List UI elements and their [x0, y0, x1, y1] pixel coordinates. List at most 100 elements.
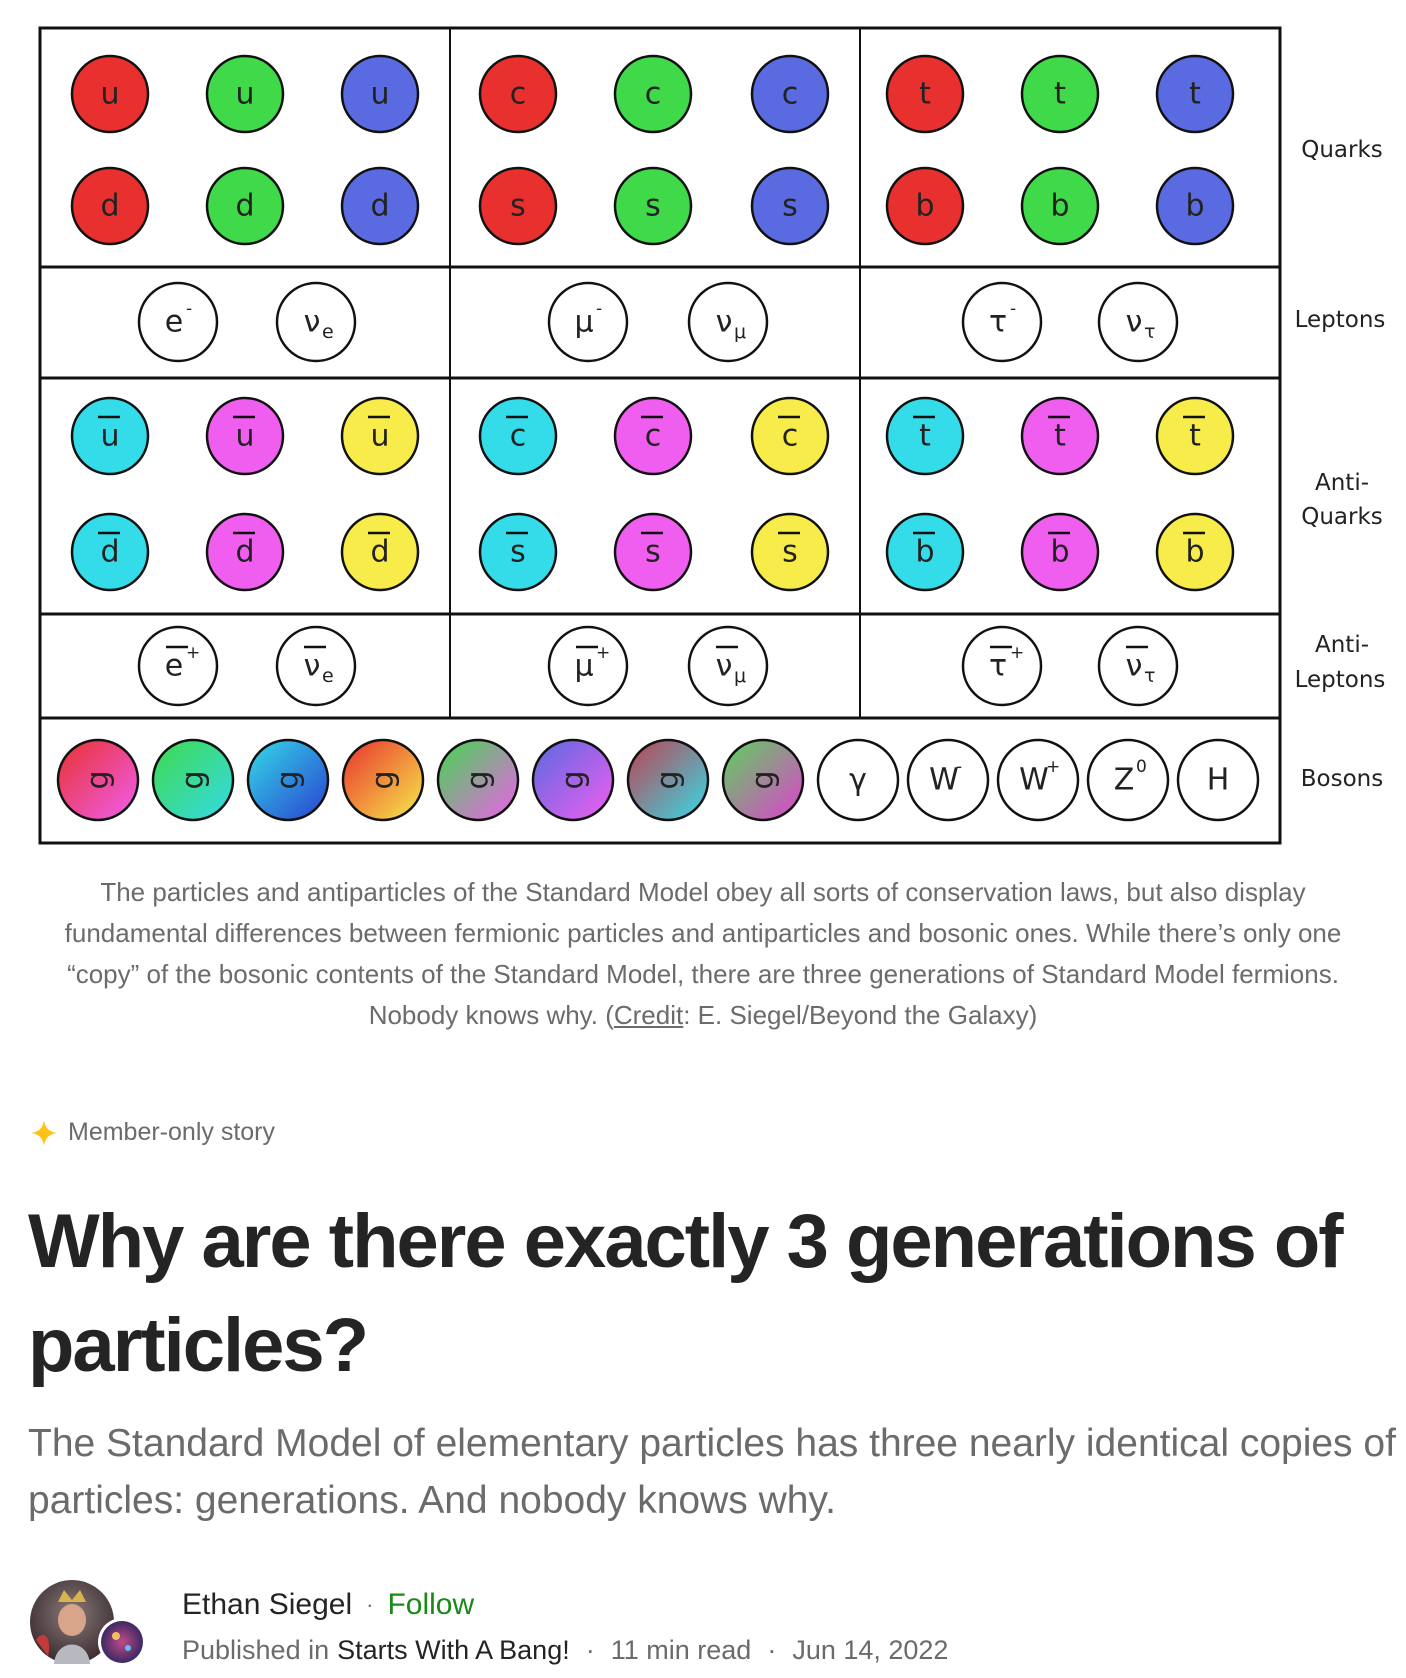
gluon-7: g	[721, 738, 805, 822]
gluon-3: g	[341, 738, 425, 822]
credit-link[interactable]: Credit	[613, 1000, 684, 1030]
svg-text:c: c	[510, 419, 527, 454]
svg-text:-: -	[186, 299, 192, 319]
svg-text:W: W	[929, 763, 959, 798]
svg-text:ν: ν	[1126, 305, 1143, 340]
svg-text:d: d	[100, 535, 119, 570]
antiquark-d-2: d	[340, 512, 420, 592]
author-name[interactable]: Ethan Siegel	[182, 1588, 353, 1621]
svg-text:b: b	[1050, 189, 1069, 224]
antiquark-d-1: d	[205, 512, 285, 592]
svg-text:s: s	[782, 189, 798, 224]
svg-text:e: e	[165, 305, 183, 340]
svg-text:u: u	[370, 419, 389, 454]
antilepton-0: e +	[137, 625, 219, 707]
antiquark-c-3: c	[478, 396, 558, 476]
antiquark-s-3: s	[478, 512, 558, 592]
antiquark-u-2: u	[340, 396, 420, 476]
publication-row: Published in Starts With A Bang! · 11 mi…	[182, 1635, 948, 1666]
author-row: Ethan Siegel · Follow	[182, 1588, 474, 1622]
quark-s-4: s	[613, 166, 693, 246]
svg-text:τ: τ	[1144, 321, 1155, 343]
svg-text:e: e	[165, 649, 183, 684]
particle-symbols: u u u c c c t t td d d s s s b b bu u u c c c t t td d d s s s b b be - ν e…	[56, 54, 1260, 822]
svg-text:u: u	[100, 419, 119, 454]
svg-text:g: g	[556, 770, 591, 789]
quark-u-0: u	[70, 54, 150, 134]
quark-c-4: c	[613, 54, 693, 134]
quark-u-1: u	[205, 54, 285, 134]
antiquark-b-6: b	[885, 512, 965, 592]
svg-text:e: e	[322, 665, 334, 687]
svg-text:c: c	[782, 77, 799, 112]
svg-text:u: u	[100, 77, 119, 112]
svg-text:s: s	[510, 535, 526, 570]
antilepton-4: τ +	[961, 625, 1043, 707]
svg-text:s: s	[645, 535, 661, 570]
svg-text:ν: ν	[1126, 649, 1143, 684]
svg-text:b: b	[1185, 535, 1204, 570]
svg-text:g: g	[651, 770, 686, 789]
quark-t-7: t	[1020, 54, 1100, 134]
antiquark-t-8: t	[1155, 396, 1235, 476]
svg-text:g: g	[461, 770, 496, 789]
svg-text:d: d	[370, 189, 389, 224]
quark-d-0: d	[70, 166, 150, 246]
boson-1: W-	[906, 738, 990, 822]
svg-text:g: g	[271, 770, 306, 789]
sparkle-star-icon	[31, 1119, 57, 1146]
gluon-4: g	[436, 738, 520, 822]
publication-link[interactable]: Starts With A Bang!	[337, 1635, 570, 1665]
quark-s-5: s	[750, 166, 830, 246]
svg-text:g: g	[366, 770, 401, 789]
svg-text:u: u	[235, 77, 254, 112]
svg-text:μ: μ	[734, 321, 746, 343]
svg-text:d: d	[235, 535, 254, 570]
svg-text:Z: Z	[1114, 763, 1135, 798]
caption-text: The particles and antiparticles of the S…	[64, 877, 1342, 1030]
gluon-2: g	[246, 738, 330, 822]
svg-text:t: t	[1189, 419, 1201, 454]
quark-d-1: d	[205, 166, 285, 246]
publish-date: Jun 14, 2022	[792, 1635, 949, 1665]
svg-text:s: s	[510, 189, 526, 224]
quark-b-8: b	[1155, 166, 1235, 246]
member-only-label: Member-only story	[68, 1118, 275, 1146]
article-subtitle: The Standard Model of elementary particl…	[28, 1422, 1396, 1522]
gluon-6: g	[626, 738, 710, 822]
follow-button[interactable]: Follow	[387, 1588, 475, 1621]
svg-text:0: 0	[1136, 757, 1147, 777]
boson-2: W+	[996, 738, 1080, 822]
antiquark-s-5: s	[750, 512, 830, 592]
svg-text:d: d	[370, 535, 389, 570]
svg-text:-: -	[596, 299, 602, 319]
caption-credit: : E. Siegel/Beyond the Galaxy)	[683, 1000, 1038, 1030]
svg-text:g: g	[176, 770, 211, 789]
svg-text:t: t	[1054, 419, 1066, 454]
author-avatar[interactable]	[30, 1580, 158, 1670]
gluon-5: g	[531, 738, 615, 822]
figure-caption: The particles and antiparticles of the S…	[40, 872, 1366, 1036]
svg-text:b: b	[915, 535, 934, 570]
svg-text:γ: γ	[849, 763, 867, 798]
antiquark-t-6: t	[885, 396, 965, 476]
quark-s-3: s	[478, 166, 558, 246]
svg-text:t: t	[919, 77, 931, 112]
svg-text:μ: μ	[574, 649, 593, 684]
svg-text:ν: ν	[716, 305, 733, 340]
svg-text:b: b	[915, 189, 934, 224]
svg-text:c: c	[510, 77, 527, 112]
meta-separator-2: ·	[767, 1635, 777, 1665]
boson-0: γ	[816, 738, 900, 822]
standard-model-figure: u u u c c c t t td d d s s s b b bu u u c c c t t td d d s s s b b be - ν e…	[38, 26, 1385, 845]
svg-text:t: t	[1054, 77, 1066, 112]
boson-4: H	[1176, 738, 1260, 822]
antiquark-c-4: c	[613, 396, 693, 476]
meta-separator-1: ·	[585, 1635, 595, 1665]
antiquark-u-0: u	[70, 396, 150, 476]
svg-text:c: c	[645, 77, 662, 112]
